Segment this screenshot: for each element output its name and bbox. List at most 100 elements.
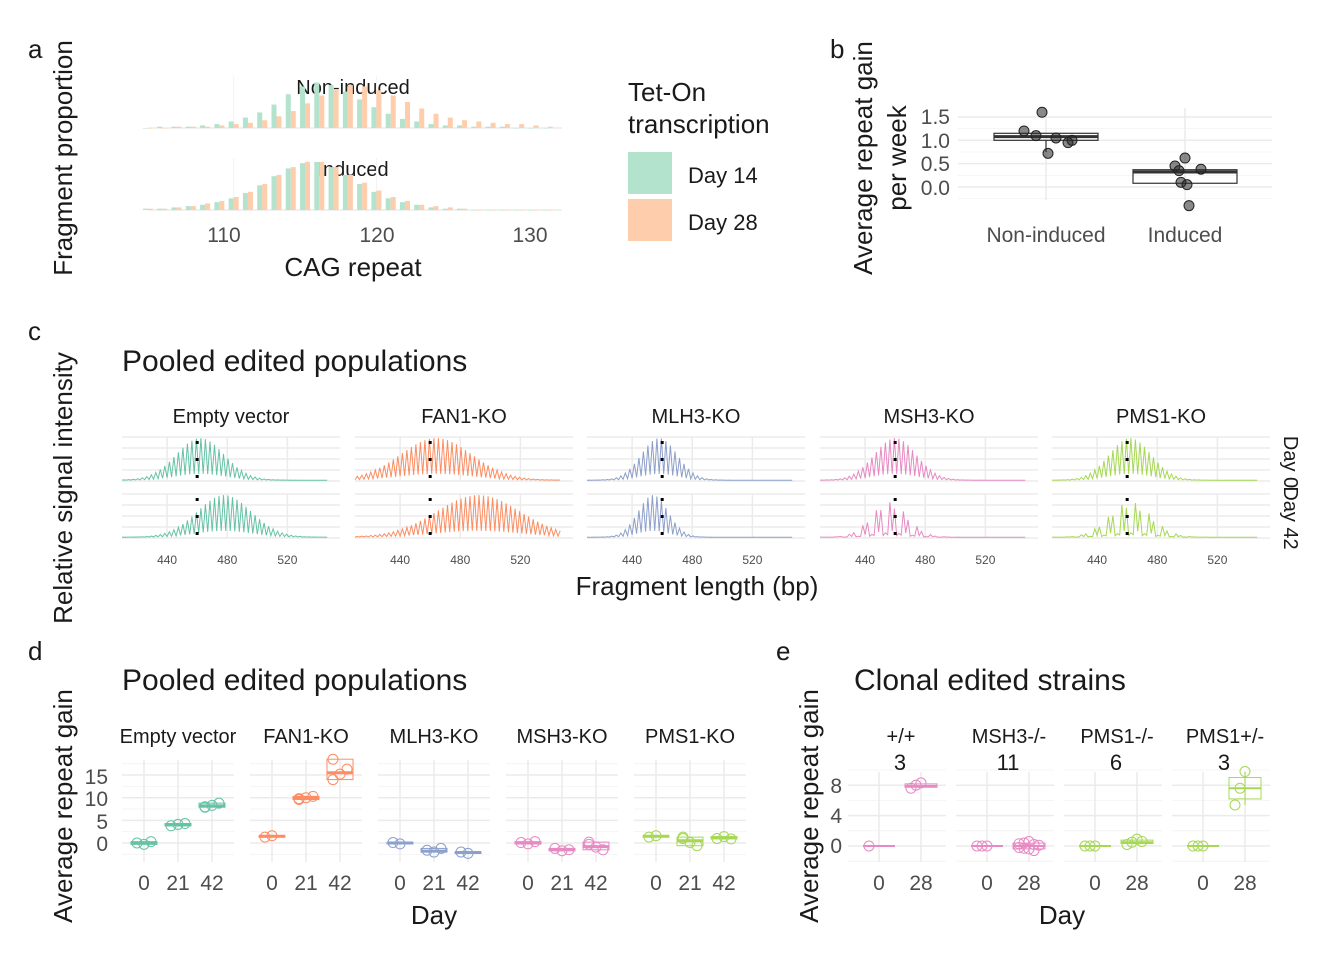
legend-swatch-day14 — [628, 152, 672, 194]
panel-c-trace — [587, 495, 793, 538]
panel-e-point — [1192, 840, 1204, 852]
panel-e-point — [1084, 840, 1096, 852]
panel-c-trace — [1051, 502, 1258, 538]
panel-a-bar — [271, 176, 277, 210]
panel-d-point — [684, 837, 696, 849]
panel-a-bar — [462, 208, 468, 210]
panel-d-strip: Empty vector — [120, 726, 237, 748]
panel-e-point — [1121, 838, 1133, 850]
panel-a-bar — [357, 184, 363, 210]
panel-d: d Pooled edited populations Average repe… — [28, 636, 746, 930]
panel-d-point — [643, 831, 655, 843]
panel-e-strip: PMS1+/- — [1186, 726, 1264, 748]
panel-b-point — [1195, 163, 1207, 175]
panel-d-point — [259, 831, 271, 843]
panel-d-point — [522, 838, 534, 850]
panel-a-bar — [399, 202, 405, 210]
panel-d-ylabel: Average repeat gain — [48, 689, 78, 923]
panel-e-point — [910, 779, 922, 791]
legend-label-day14: Day 14 — [688, 163, 758, 188]
panel-a-bar — [433, 206, 439, 210]
panel-d-xtick: 21 — [550, 872, 573, 895]
panel-b-ylabel-line2: per week — [882, 104, 912, 210]
panel-a-bar — [399, 118, 405, 128]
panel-a-xtick-110: 110 — [207, 224, 240, 247]
panel-e-ytick-4: 4 — [830, 805, 842, 828]
panel-a-bar — [148, 208, 153, 210]
panel-d-point — [583, 836, 595, 848]
panel-b-plot — [958, 106, 1272, 212]
panel-d-point — [691, 840, 703, 852]
panel-a-bar — [547, 126, 553, 128]
panel-c-strip: MLH3-KO — [652, 406, 741, 428]
panel-a-bar — [528, 210, 534, 211]
panel-e-point — [1234, 782, 1246, 794]
legend-title-line2: transcription — [628, 109, 770, 139]
panel-d-plot: Empty vector 0 21 42 FAN1-KO 0 21 42 MLH3-KO 0 21 4… — [120, 726, 746, 895]
panel-c-trace — [819, 502, 1026, 538]
panel-e-point — [1028, 838, 1040, 850]
panel-d-point — [725, 833, 737, 845]
panel-c-xtick: 480 — [450, 553, 470, 567]
panel-d-point — [435, 842, 447, 854]
panel-a-bar — [219, 200, 225, 210]
panel-a-bar — [214, 202, 220, 210]
panel-c-plot: Empty vector 440 480 520 FAN1-KO 440 480 520 MLH… — [121, 406, 1270, 567]
panel-a-bar — [390, 197, 396, 210]
panel-c-xlabel: Fragment length (bp) — [576, 571, 819, 601]
panel-d-point — [711, 832, 723, 844]
panel-label-a: a — [28, 34, 43, 64]
panel-a-bar — [357, 99, 363, 128]
panel-a-bar — [471, 126, 477, 128]
panel-a-bar — [214, 124, 220, 128]
panel-e-xtick: 0 — [873, 872, 885, 895]
panel-d-xtick: 0 — [138, 872, 150, 895]
panel-b-xtick-non-induced: Non-induced — [986, 224, 1105, 247]
panel-a-bar — [462, 120, 468, 128]
panel-a-bar — [143, 128, 148, 129]
panel-a-bar — [328, 167, 334, 210]
panel-e-point — [1089, 840, 1101, 852]
panel-a-ylabel: Fragment proportion — [48, 40, 78, 276]
panel-d-xtick: 21 — [294, 872, 317, 895]
panel-d-point — [718, 831, 730, 843]
panel-a-bar — [376, 90, 382, 128]
panel-a-bar — [171, 207, 177, 210]
panel-c-strip: Empty vector — [173, 406, 290, 428]
panel-e-xtick: 28 — [1017, 872, 1040, 895]
panel-d-ytick-0: 0 — [96, 833, 108, 856]
panel-e-strip: MSH3-/- — [972, 726, 1046, 748]
panel-a-bar — [171, 126, 177, 128]
panel-d-point — [556, 845, 568, 857]
panel-a-bar — [504, 210, 510, 211]
panel-e-ylabel: Average repeat gain — [794, 689, 824, 923]
panel-a-bar — [190, 206, 196, 210]
panel-a-bar — [499, 210, 505, 211]
panel-d-point — [597, 844, 609, 856]
panel-a-bar — [542, 128, 548, 129]
panel-a-bar — [485, 126, 491, 128]
panel-a-bar — [285, 94, 291, 128]
panel-a-bar — [271, 104, 277, 128]
panel-a-bar — [342, 174, 348, 210]
panel-c-strip: PMS1-KO — [1116, 406, 1206, 428]
panel-c-xtick: 440 — [1087, 553, 1107, 567]
panel-label-e: e — [776, 636, 790, 666]
panel-b-point — [1018, 125, 1030, 137]
panel-a-bar — [404, 200, 410, 210]
panel-a-bar — [371, 107, 377, 128]
panel-d-point — [549, 842, 561, 854]
panel-a-bar — [242, 193, 248, 210]
panel-e-count: 3 — [1218, 750, 1230, 775]
panel-a-bar — [276, 116, 282, 128]
panel-a-bar — [504, 124, 510, 128]
panel-c-xtick: 440 — [622, 553, 642, 567]
panel-d-xtick: 42 — [456, 872, 479, 895]
panel-a-bar — [490, 122, 496, 128]
panel-a-strip-induced: Induced — [317, 159, 388, 181]
panel-e-xtick: 28 — [909, 872, 932, 895]
panel-c-xtick: 440 — [157, 553, 177, 567]
panel-c-xtick: 520 — [277, 553, 297, 567]
